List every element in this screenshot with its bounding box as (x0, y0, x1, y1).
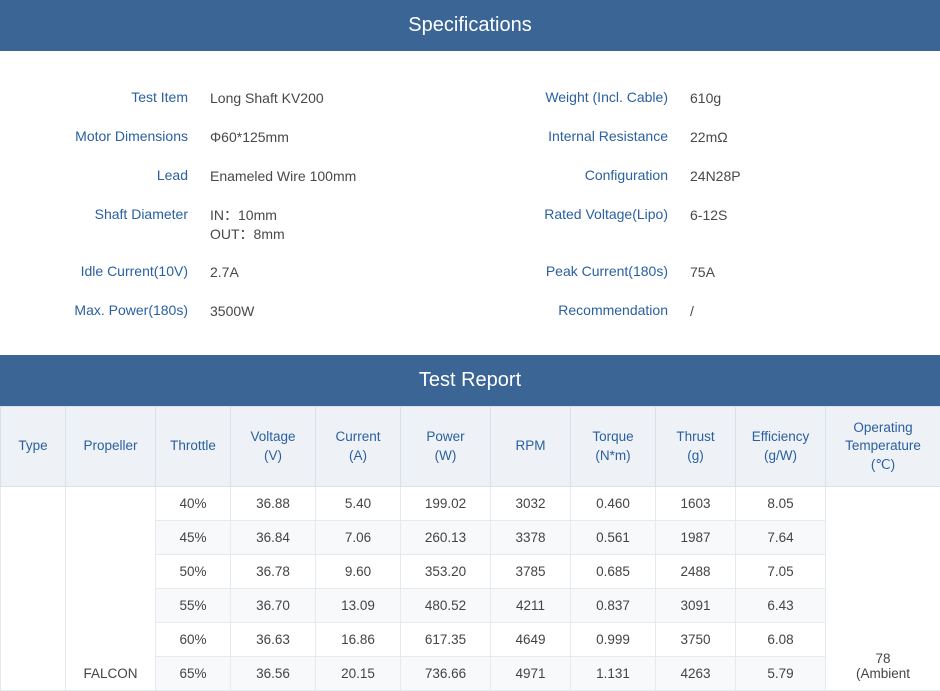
cell-throttle: 55% (156, 588, 231, 622)
cell-rpm: 4971 (491, 656, 571, 690)
table-row: FALCON 40% 36.88 5.40 199.02 3032 0.460 … (1, 486, 940, 520)
cell-thrust: 2488 (656, 554, 736, 588)
specifications-panel: Test Item Long Shaft KV200 Weight (Incl.… (0, 51, 940, 355)
cell-propeller: FALCON (66, 486, 156, 690)
spec-value: Enameled Wire 100mm (210, 167, 460, 186)
cell-current: 7.06 (316, 520, 401, 554)
cell-torque: 1.131 (571, 656, 656, 690)
cell-thrust: 3750 (656, 622, 736, 656)
cell-eff: 5.79 (736, 656, 826, 690)
cell-torque: 0.999 (571, 622, 656, 656)
cell-power: 736.66 (401, 656, 491, 690)
spec-value: 610g (690, 89, 890, 108)
col-rpm: RPM (491, 407, 571, 487)
cell-power: 353.20 (401, 554, 491, 588)
spec-label: Max. Power(180s) (40, 302, 210, 321)
test-report-body: FALCON 40% 36.88 5.40 199.02 3032 0.460 … (1, 486, 940, 690)
spec-value: IN：10mmOUT：8mm (210, 206, 460, 244)
cell-temperature: 78(Ambient (826, 486, 940, 690)
spec-label: Peak Current(180s) (460, 263, 690, 282)
cell-eff: 7.64 (736, 520, 826, 554)
test-report-table: Type Propeller Throttle Voltage(V) Curre… (0, 406, 940, 691)
spec-row: Motor Dimensions Φ60*125mm Internal Resi… (40, 118, 900, 157)
cell-thrust: 3091 (656, 588, 736, 622)
spec-value: / (690, 302, 890, 321)
spec-value: 2.7A (210, 263, 460, 282)
spec-value: 75A (690, 263, 890, 282)
spec-row: Test Item Long Shaft KV200 Weight (Incl.… (40, 79, 900, 118)
spec-label: Recommendation (460, 302, 690, 321)
cell-torque: 0.460 (571, 486, 656, 520)
spec-value: 24N28P (690, 167, 890, 186)
cell-power: 480.52 (401, 588, 491, 622)
cell-voltage: 36.63 (231, 622, 316, 656)
cell-rpm: 3785 (491, 554, 571, 588)
cell-voltage: 36.88 (231, 486, 316, 520)
cell-eff: 7.05 (736, 554, 826, 588)
cell-voltage: 36.84 (231, 520, 316, 554)
cell-current: 20.15 (316, 656, 401, 690)
cell-thrust: 1987 (656, 520, 736, 554)
cell-current: 13.09 (316, 588, 401, 622)
col-current: Current(A) (316, 407, 401, 487)
spec-label: Configuration (460, 167, 690, 186)
col-torque: Torque(N*m) (571, 407, 656, 487)
cell-torque: 0.837 (571, 588, 656, 622)
spec-value: 22mΩ (690, 128, 890, 147)
col-temperature: OperatingTemperature(℃) (826, 407, 940, 487)
spec-row: Shaft Diameter IN：10mmOUT：8mm Rated Volt… (40, 196, 900, 254)
spec-row: Lead Enameled Wire 100mm Configuration 2… (40, 157, 900, 196)
cell-voltage: 36.56 (231, 656, 316, 690)
cell-type (1, 486, 66, 690)
cell-torque: 0.685 (571, 554, 656, 588)
cell-rpm: 4649 (491, 622, 571, 656)
spec-row: Idle Current(10V) 2.7A Peak Current(180s… (40, 253, 900, 292)
cell-voltage: 36.70 (231, 588, 316, 622)
col-efficiency: Efficiency(g/W) (736, 407, 826, 487)
test-report-header: Test Report (0, 355, 940, 406)
spec-label: Lead (40, 167, 210, 186)
cell-eff: 8.05 (736, 486, 826, 520)
cell-thrust: 1603 (656, 486, 736, 520)
specifications-header: Specifications (0, 0, 940, 51)
cell-throttle: 60% (156, 622, 231, 656)
cell-current: 9.60 (316, 554, 401, 588)
spec-label: Shaft Diameter (40, 206, 210, 244)
cell-current: 5.40 (316, 486, 401, 520)
spec-value: Φ60*125mm (210, 128, 460, 147)
spec-row: Max. Power(180s) 3500W Recommendation / (40, 292, 900, 331)
spec-label: Idle Current(10V) (40, 263, 210, 282)
cell-throttle: 45% (156, 520, 231, 554)
cell-rpm: 3378 (491, 520, 571, 554)
cell-rpm: 4211 (491, 588, 571, 622)
col-propeller: Propeller (66, 407, 156, 487)
col-thrust: Thrust(g) (656, 407, 736, 487)
cell-throttle: 40% (156, 486, 231, 520)
spec-label: Motor Dimensions (40, 128, 210, 147)
spec-value: 3500W (210, 302, 460, 321)
cell-eff: 6.08 (736, 622, 826, 656)
col-throttle: Throttle (156, 407, 231, 487)
cell-throttle: 50% (156, 554, 231, 588)
cell-thrust: 4263 (656, 656, 736, 690)
col-type: Type (1, 407, 66, 487)
spec-label: Rated Voltage(Lipo) (460, 206, 690, 244)
cell-power: 199.02 (401, 486, 491, 520)
cell-throttle: 65% (156, 656, 231, 690)
spec-label: Test Item (40, 89, 210, 108)
cell-voltage: 36.78 (231, 554, 316, 588)
cell-power: 617.35 (401, 622, 491, 656)
spec-label: Weight (Incl. Cable) (460, 89, 690, 108)
cell-torque: 0.561 (571, 520, 656, 554)
spec-value: 6-12S (690, 206, 890, 244)
cell-eff: 6.43 (736, 588, 826, 622)
cell-rpm: 3032 (491, 486, 571, 520)
cell-current: 16.86 (316, 622, 401, 656)
spec-value: Long Shaft KV200 (210, 89, 460, 108)
spec-label: Internal Resistance (460, 128, 690, 147)
col-voltage: Voltage(V) (231, 407, 316, 487)
cell-power: 260.13 (401, 520, 491, 554)
col-power: Power(W) (401, 407, 491, 487)
